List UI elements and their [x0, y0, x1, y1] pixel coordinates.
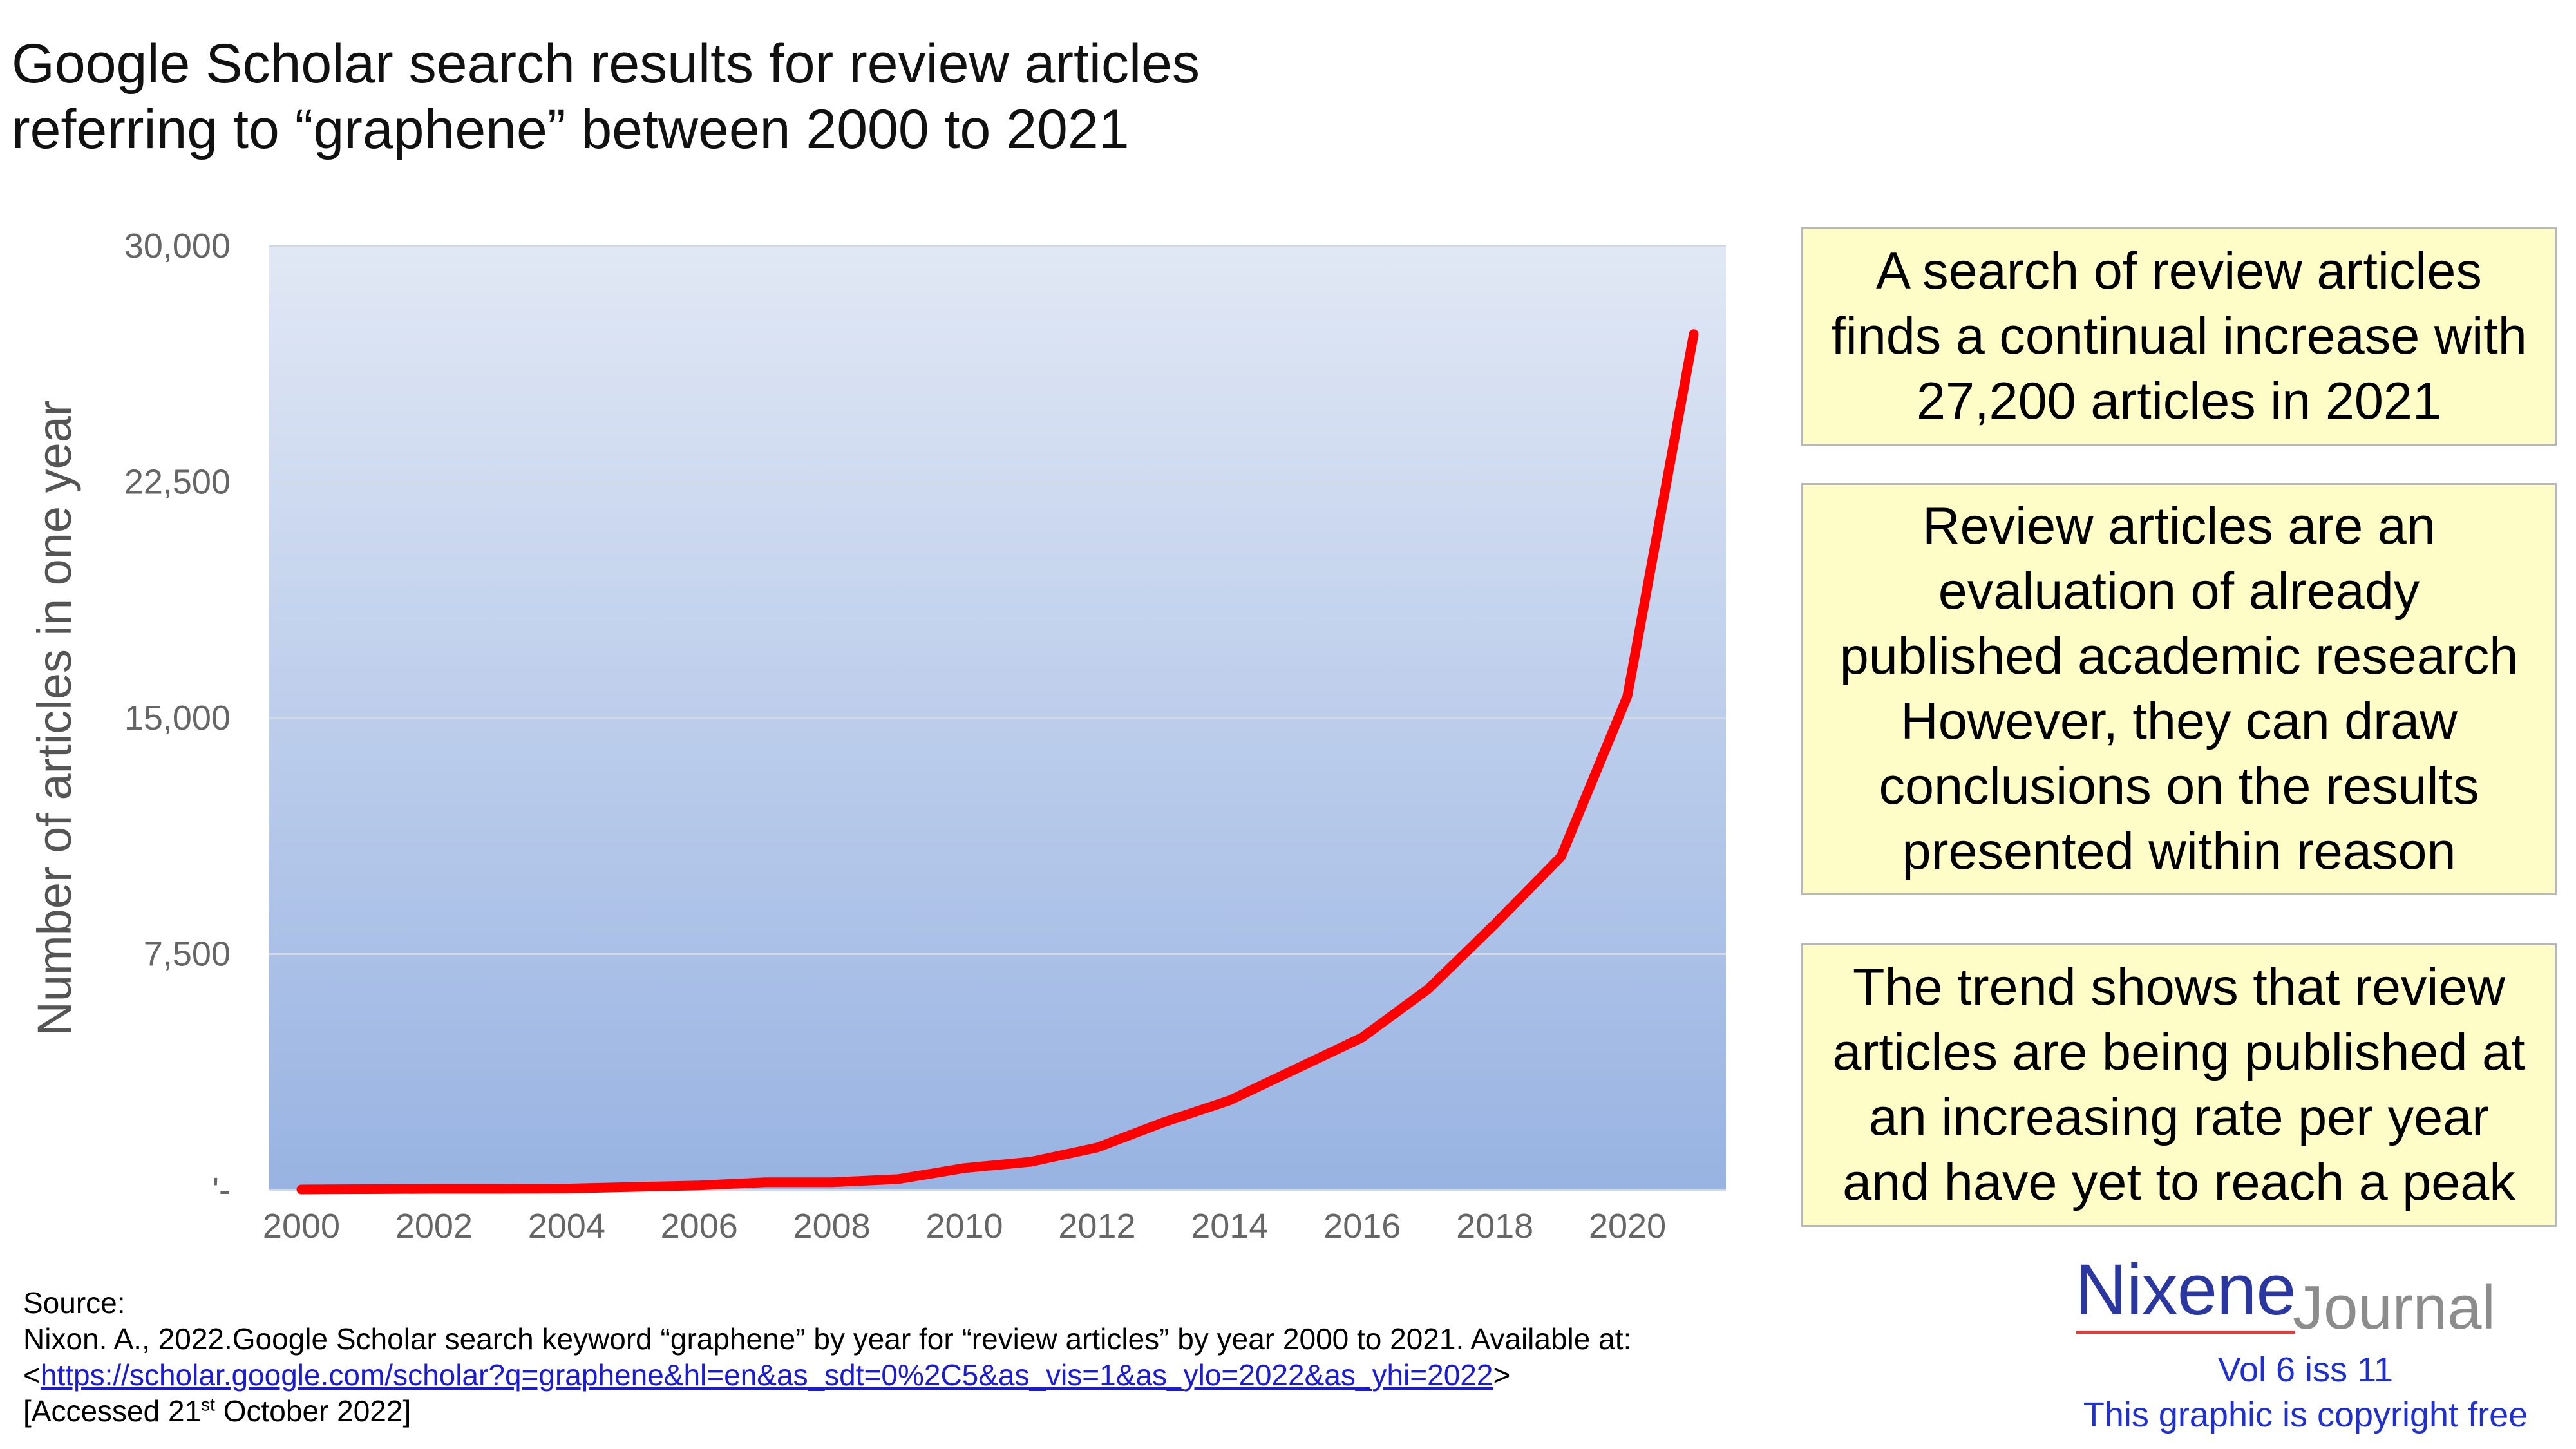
callout-box-3: The trend shows that review articles are… [1801, 943, 2557, 1227]
accessed-date-rest: October 2022] [214, 1394, 412, 1428]
callout-2-line: evaluation of already [1938, 562, 2420, 620]
data-point [1161, 1120, 1166, 1124]
copyright-note: This graphic is copyright free [2083, 1396, 2528, 1434]
data-point [564, 1186, 569, 1191]
data-point [1227, 1098, 1232, 1103]
callout-1-line: A search of review articles [1876, 242, 2482, 300]
callout-box-1: A search of review articles finds a cont… [1801, 227, 2557, 446]
callout-2-line: Review articles are an [1922, 497, 2436, 555]
source-citation: Source: Nixon. A., 2022.Google Scholar s… [23, 1285, 1891, 1429]
accessed-date: [Accessed 21st October 2022] [23, 1393, 1891, 1429]
y-axis-ticks: '- 7,500 15,000 22,500 30,000 [124, 227, 231, 1209]
callout-2-line: published academic research [1839, 627, 2519, 685]
callout-2-line: However, they can draw [1900, 692, 2458, 750]
data-point [1692, 332, 1696, 336]
logo-underline [2076, 1331, 2295, 1334]
data-point [1493, 922, 1497, 927]
data-point [962, 1166, 967, 1170]
accessed-date-suffix: st [201, 1394, 215, 1415]
x-tick-label: 2016 [1323, 1207, 1401, 1245]
y-tick-label: 22,500 [124, 463, 231, 502]
data-point [630, 1185, 635, 1189]
source-link-line: <https://scholar.google.com/scholar?q=gr… [23, 1357, 1891, 1393]
data-point [763, 1180, 768, 1184]
y-tick-label: 30,000 [124, 227, 231, 265]
logo-nixene: Nixene [2075, 1249, 2297, 1330]
data-point [1095, 1146, 1099, 1150]
callout-1-line: 27,200 articles in 2021 [1916, 372, 2442, 430]
data-point [1294, 1066, 1298, 1071]
x-tick-label: 2010 [925, 1207, 1003, 1245]
data-point [1360, 1035, 1365, 1039]
x-axis-ticks: 2000 2002 2004 2006 2008 2010 2012 2014 2016 2018… [263, 1207, 1666, 1245]
accessed-date-prefix: [Accessed 21 [23, 1394, 202, 1428]
callout-box-2: Review articles are an evaluation of alr… [1801, 483, 2557, 895]
data-point [365, 1187, 370, 1191]
nixene-journal-logo: Nixene Journal Vol 6 iss 11 This graphic… [2061, 1248, 2550, 1441]
y-tick-label: 7,500 [144, 935, 231, 974]
callout-3-text: The trend shows that review articles are… [1832, 955, 2525, 1215]
source-reference: Nixon. A., 2022.Google Scholar search ke… [23, 1322, 1632, 1356]
callout-2-line: conclusions on the results [1879, 757, 2479, 815]
link-open-bracket: < [23, 1358, 41, 1392]
title-line-2: referring to “graphene” between 2000 to … [12, 99, 1130, 160]
data-point [1426, 987, 1431, 991]
data-point [697, 1183, 701, 1188]
x-tick-label: 2006 [661, 1207, 738, 1245]
x-tick-label: 2020 [1589, 1207, 1666, 1245]
source-link[interactable]: https://scholar.google.com/scholar?q=gra… [40, 1358, 1493, 1392]
data-point [299, 1188, 303, 1192]
data-point [1028, 1160, 1033, 1164]
data-point [1559, 855, 1564, 859]
callout-2-line: presented within reason [1902, 822, 2456, 880]
x-tick-label: 2004 [528, 1207, 605, 1245]
x-tick-label: 2000 [263, 1207, 340, 1245]
x-tick-label: 2012 [1058, 1207, 1135, 1245]
callout-3-line: an increasing rate per year [1868, 1088, 2490, 1146]
volume-issue: Vol 6 iss 11 [2217, 1350, 2394, 1389]
data-point [896, 1177, 900, 1181]
title-line-1: Google Scholar search results for review… [12, 33, 1200, 95]
logo-journal: Journal [2293, 1273, 2496, 1342]
series-layer [296, 329, 1699, 1195]
x-tick-label: 2014 [1191, 1207, 1268, 1245]
callout-3-line: and have yet to reach a peak [1842, 1153, 2515, 1211]
data-point [829, 1180, 834, 1184]
callout-1-line: finds a continual increase with [1831, 307, 2527, 365]
y-axis-label: Number of articles in one year [28, 400, 81, 1036]
data-point [498, 1187, 502, 1191]
data-point [1625, 694, 1630, 698]
callout-1-text: A search of review articles finds a cont… [1831, 239, 2527, 434]
y-tick-label: 15,000 [124, 699, 231, 737]
link-close-bracket: > [1493, 1358, 1511, 1392]
source-label: Source: [23, 1286, 126, 1320]
x-tick-label: 2018 [1456, 1207, 1533, 1245]
x-tick-label: 2008 [793, 1207, 871, 1245]
gridlines [269, 245, 1726, 1191]
callout-2-text: Review articles are an evaluation of alr… [1840, 494, 2519, 884]
page-title: Google Scholar search results for review… [12, 31, 1364, 162]
callout-3-line: The trend shows that review [1853, 958, 2505, 1016]
x-tick-label: 2002 [395, 1207, 473, 1245]
series-line [296, 329, 1699, 1195]
y-tick-label: '- [213, 1171, 231, 1209]
callout-3-line: articles are being published at [1832, 1023, 2526, 1081]
data-point [431, 1187, 436, 1191]
